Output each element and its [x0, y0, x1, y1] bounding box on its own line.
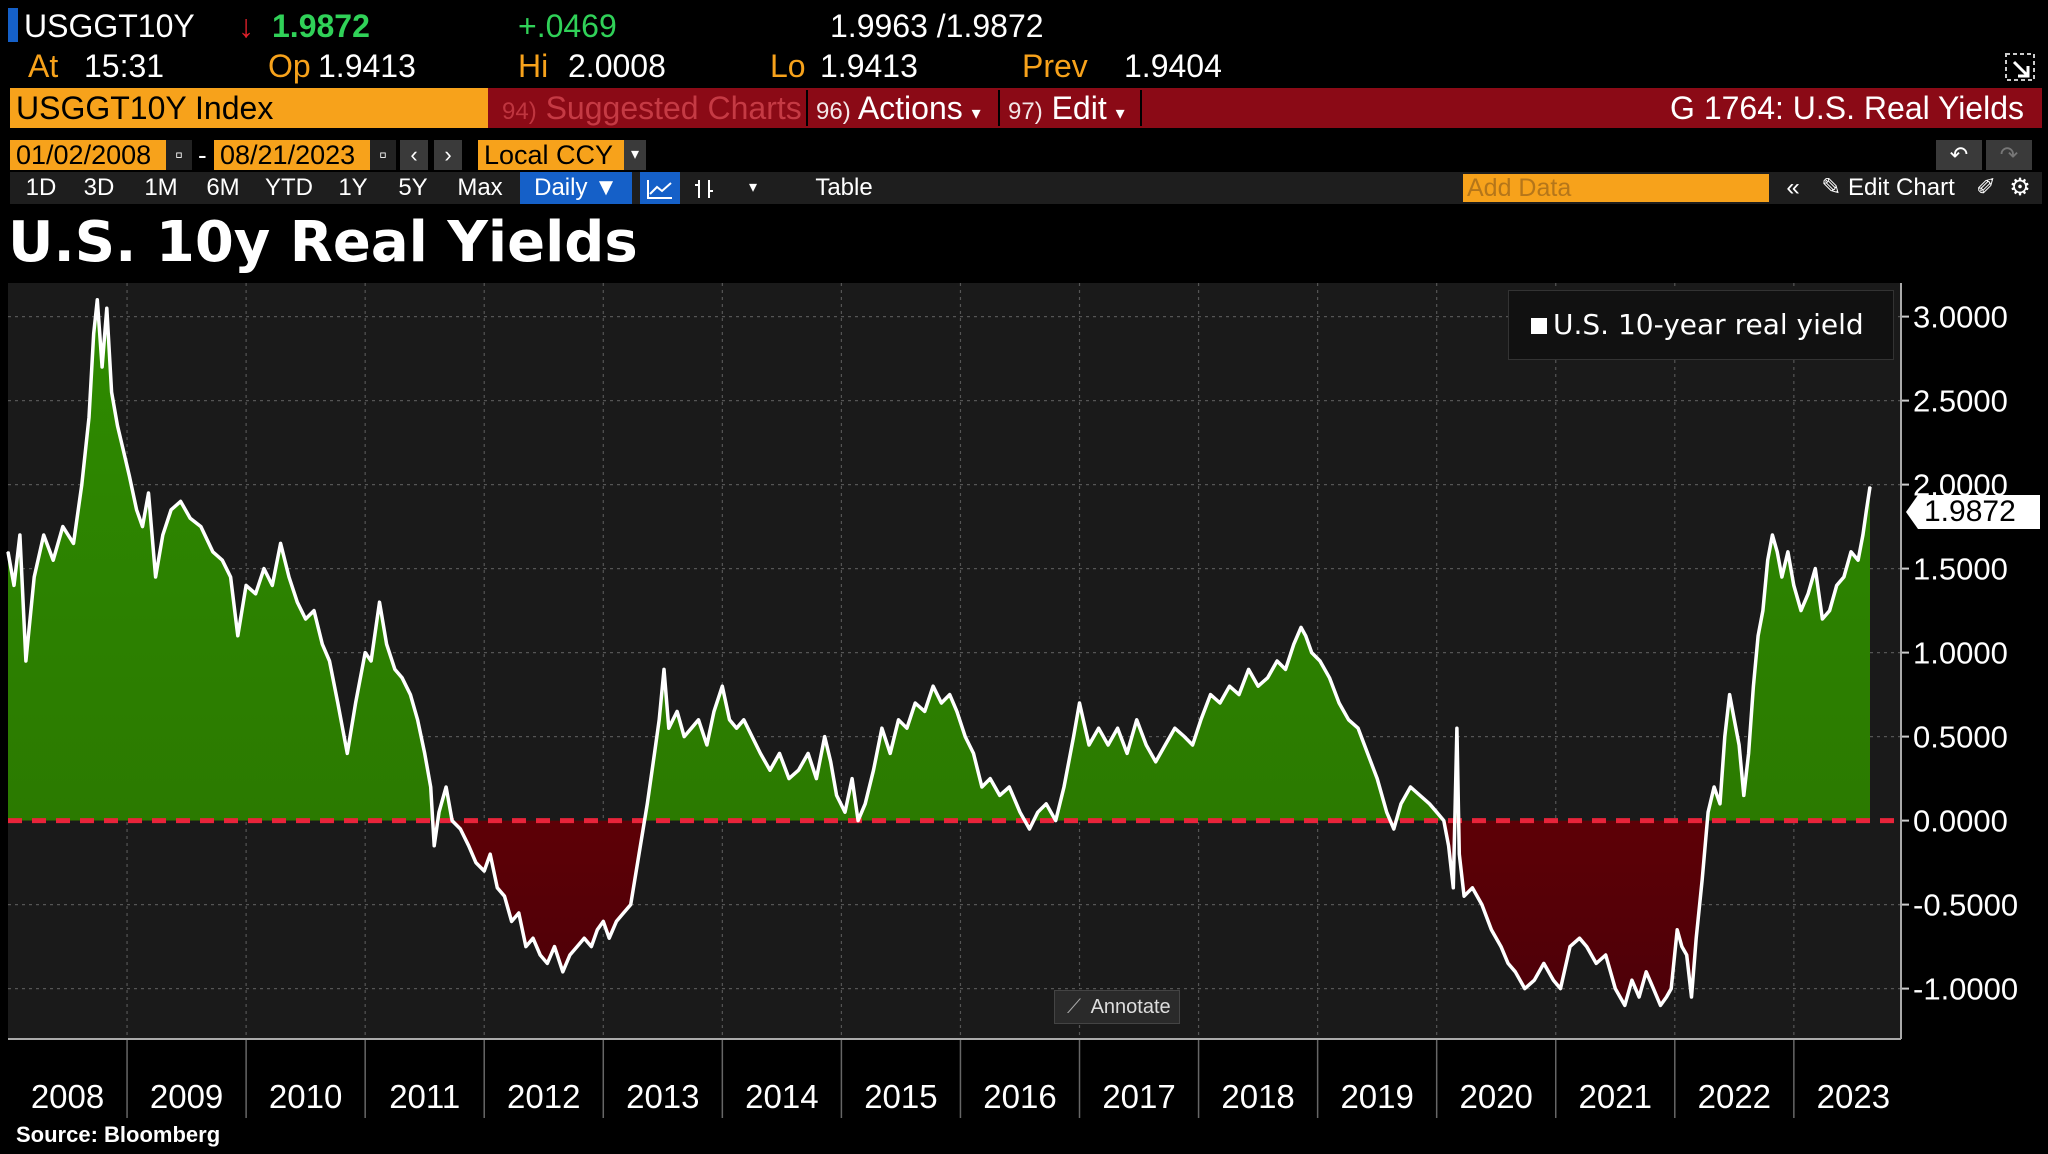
date-range-dash: -: [198, 140, 207, 170]
undo-icon[interactable]: ↶: [1936, 140, 1982, 170]
quote-prev: 1.9404: [1124, 48, 1222, 84]
chart-toolbar: 1D 3D 1M 6M YTD 1Y 5Y Max Daily ▼ ▾ Tabl…: [10, 172, 2042, 204]
currency-select[interactable]: Local CCY: [478, 140, 624, 170]
caret-down-icon[interactable]: ▾: [748, 179, 758, 196]
period-1y[interactable]: 1Y: [338, 174, 368, 201]
quote-last: 1.9872: [272, 8, 370, 44]
chevron-left-icon[interactable]: ‹: [400, 140, 428, 170]
legend-label: U.S. 10-year real yield: [1553, 308, 1864, 341]
separator: [1140, 90, 1142, 126]
quote-change: +.0469: [518, 8, 617, 44]
annotate-button[interactable]: ⟋ Annotate: [1054, 990, 1180, 1024]
suggested-charts-menu[interactable]: 94) Suggested Charts: [502, 88, 802, 128]
period-3d[interactable]: 3D: [83, 174, 115, 201]
y-tick-label: 1.0000: [1913, 636, 2008, 671]
high-label: Hi: [518, 48, 549, 84]
command-bar: USGGT10Y Index 94) Suggested Charts 96) …: [10, 88, 2042, 128]
bar-chart-icon[interactable]: [684, 172, 724, 204]
y-tick-label: 0.5000: [1913, 720, 2008, 755]
edit-label: Edit: [1051, 90, 1107, 126]
prev-label: Prev: [1022, 48, 1088, 84]
quote-open: 1.9413: [318, 48, 416, 84]
chart-title: U.S. 10y Real Yields: [8, 210, 638, 275]
chevron-right-icon[interactable]: ›: [434, 140, 462, 170]
edit-number: 97): [1008, 98, 1043, 125]
y-tick-label: 0.0000: [1913, 804, 2008, 839]
actions-menu[interactable]: 96) Actions ▾: [816, 88, 981, 128]
chart-settings-icon[interactable]: ✐: [1975, 174, 1997, 201]
separator: [998, 90, 1000, 126]
y-tick-label: 2.5000: [1913, 384, 2008, 419]
caret-down-icon: ▾: [971, 103, 981, 123]
last-value-label: 1.9872: [1924, 495, 2016, 528]
ticker-marker: [8, 8, 18, 42]
down-arrow-icon: ↓: [238, 8, 254, 44]
gear-icon[interactable]: ⚙: [2009, 174, 2031, 201]
y-tick-label: -1.0000: [1913, 972, 2018, 1007]
caret-down-icon: ▾: [1115, 103, 1125, 123]
quote-low: 1.9413: [820, 48, 918, 84]
start-date-input[interactable]: 01/02/2008: [10, 140, 166, 170]
y-tick-label: 1.5000: [1913, 552, 2008, 587]
source-note: Source: Bloomberg: [16, 1122, 221, 1147]
suggested-charts-label: Suggested Charts: [545, 90, 802, 126]
period-max[interactable]: Max: [457, 174, 503, 201]
y-tick-label: -0.5000: [1913, 888, 2018, 923]
period-5y[interactable]: 5Y: [398, 174, 428, 201]
legend[interactable]: U.S. 10-year real yield: [1508, 290, 1894, 360]
edit-menu[interactable]: 97) Edit ▾: [1008, 88, 1125, 128]
period-1d[interactable]: 1D: [25, 174, 57, 201]
x-axis-band: [8, 1039, 1901, 1121]
plot-area: [8, 283, 1901, 1039]
quote-high: 2.0008: [568, 48, 666, 84]
table-button[interactable]: Table: [815, 174, 873, 201]
edit-chart-button[interactable]: ✎ Edit Chart: [1812, 172, 1964, 204]
edit-chart-label: Edit Chart: [1848, 174, 1955, 201]
quote-time: 15:31: [84, 48, 165, 84]
pencil-icon: ✎: [1821, 174, 1842, 201]
period-ytd[interactable]: YTD: [265, 174, 313, 201]
frequency-select[interactable]: Daily ▼: [520, 172, 632, 204]
annotate-label: Annotate: [1090, 996, 1171, 1018]
low-label: Lo: [770, 48, 806, 84]
open-label: Op: [268, 48, 311, 84]
end-date-input[interactable]: 08/21/2023: [214, 140, 370, 170]
actions-label: Actions: [857, 90, 963, 126]
calendar-icon[interactable]: ▫: [166, 140, 192, 170]
y-tick-label: 3.0000: [1913, 300, 2008, 335]
calendar-icon[interactable]: ▫: [370, 140, 396, 170]
separator: [806, 90, 808, 126]
triangle-down-icon: ▼: [594, 174, 618, 201]
redo-icon[interactable]: ↷: [1986, 140, 2032, 170]
actions-number: 96): [816, 98, 851, 125]
at-label: At: [28, 48, 59, 84]
security-field[interactable]: USGGT10Y Index: [10, 88, 488, 128]
last-value-tag: 1.9872: [1906, 493, 2040, 531]
pencil-icon: ⟋: [1067, 996, 1081, 1018]
period-1m[interactable]: 1M: [144, 174, 178, 201]
period-6m[interactable]: 6M: [206, 174, 240, 201]
page-title: G 1764: U.S. Real Yields: [1670, 90, 2024, 126]
add-data-input[interactable]: Add Data: [1463, 174, 1769, 202]
quote-bid-ask: 1.9963 /1.9872: [830, 8, 1044, 44]
double-chevron-left-icon[interactable]: «: [1786, 174, 1800, 201]
popout-icon[interactable]: [2004, 52, 2036, 82]
frequency-label: Daily: [534, 174, 588, 201]
line-chart-icon[interactable]: [640, 172, 680, 204]
quote-ticker: USGGT10Y: [24, 8, 195, 44]
legend-swatch: [1531, 318, 1547, 334]
caret-down-icon[interactable]: ▾: [624, 140, 646, 170]
suggested-charts-number: 94): [502, 98, 537, 125]
